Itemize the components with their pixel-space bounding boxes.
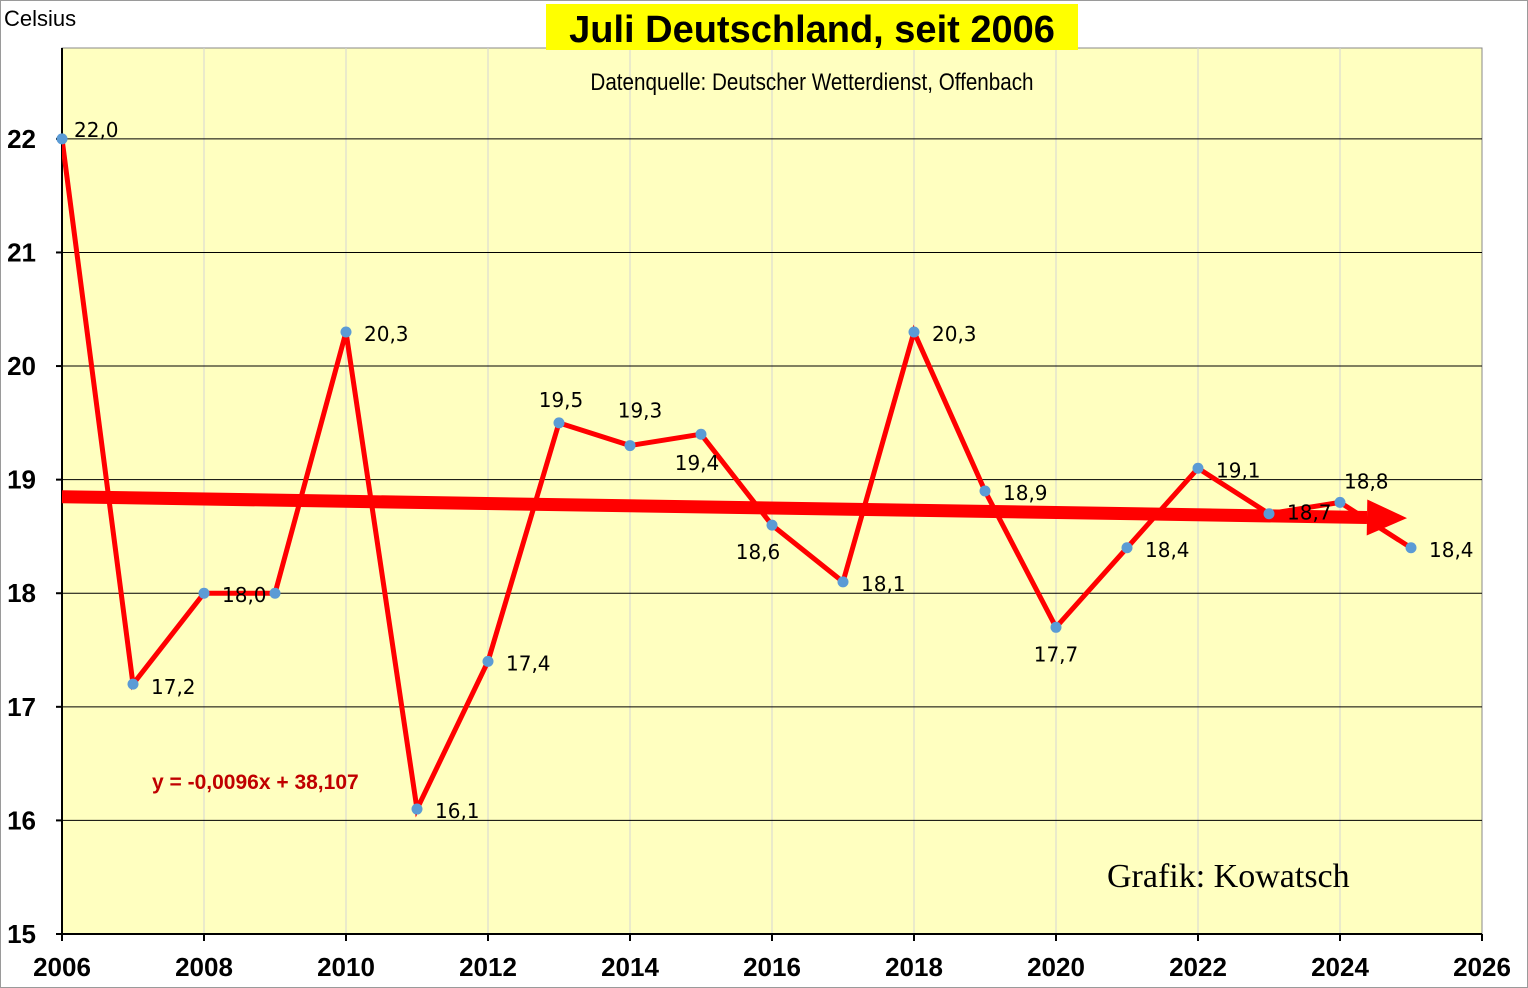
data-label: 19,5 (539, 388, 584, 412)
x-tick-label: 2006 (33, 952, 91, 982)
data-point (1405, 542, 1417, 554)
data-label: 16,1 (435, 799, 480, 823)
data-point (624, 440, 636, 452)
x-tick-label: 2018 (885, 952, 943, 982)
chart-title: Juli Deutschland, seit 2006 (569, 9, 1055, 51)
data-point (1192, 462, 1204, 474)
x-tick-label: 2016 (743, 952, 801, 982)
x-tick-label: 2008 (175, 952, 233, 982)
x-tick-label: 2020 (1027, 952, 1085, 982)
x-tick-label: 2026 (1453, 952, 1511, 982)
data-label: 18,4 (1429, 538, 1474, 562)
data-point (1050, 621, 1062, 633)
y-tick-label: 22 (7, 124, 36, 154)
x-tick-label: 2014 (601, 952, 659, 982)
data-point (553, 417, 565, 429)
data-point (269, 587, 281, 599)
y-tick-label: 16 (7, 805, 36, 835)
y-tick-label: 20 (7, 351, 36, 381)
data-label: 20,3 (932, 322, 977, 346)
x-tick-label: 2012 (459, 952, 517, 982)
data-label: 18,1 (861, 572, 906, 596)
trendline-equation: y = -0,0096x + 38,107 (152, 771, 359, 794)
data-label: 22,0 (74, 118, 119, 142)
data-point (56, 133, 68, 145)
trendline-shaft (61, 490, 1368, 524)
data-label: 19,4 (675, 451, 720, 475)
data-point (340, 326, 352, 338)
data-point (127, 678, 139, 690)
data-point (1121, 542, 1133, 554)
data-label: 18,6 (736, 540, 781, 564)
data-label: 18,9 (1003, 481, 1048, 505)
data-label: 19,3 (618, 399, 663, 423)
trendline-arrowhead (1366, 499, 1407, 536)
data-point (411, 803, 423, 815)
series-lines (62, 138, 1413, 818)
data-label: 18,8 (1344, 469, 1389, 493)
data-point (908, 326, 920, 338)
data-point (766, 519, 778, 531)
y-axis-label: Celsius (4, 6, 76, 31)
y-tick-label: 17 (7, 692, 36, 722)
x-tick-label: 2022 (1169, 952, 1227, 982)
credit-annotation: Grafik: Kowatsch (1107, 858, 1350, 895)
series-line (62, 138, 1413, 818)
data-point (482, 655, 494, 667)
data-label: 18,4 (1145, 538, 1190, 562)
y-tick-label: 19 (7, 465, 36, 495)
gridlines (62, 48, 1482, 934)
x-tick-label: 2024 (1311, 952, 1369, 982)
chart-subtitle: Datenquelle: Deutscher Wetterdienst, Off… (590, 69, 1033, 96)
title-highlight (546, 4, 1078, 50)
y-tick-label: 15 (7, 919, 36, 949)
data-label: 17,7 (1034, 642, 1079, 666)
x-tick-label: 2010 (317, 952, 375, 982)
data-point (837, 576, 849, 588)
data-label: 17,4 (506, 651, 551, 675)
data-labels: 22,0 17,2 18,0 20,3 16,1 17,4 19,5 19,3 19,4 18,6… (74, 118, 1474, 823)
data-label: 19,1 (1216, 458, 1261, 482)
data-point (695, 428, 707, 440)
x-tick-labels: 2006 2008 2010 2012 2014 2016 2018 2020 2022 2024… (33, 952, 1511, 982)
data-markers (56, 133, 1417, 815)
data-point (198, 587, 210, 599)
trendline (61, 490, 1407, 536)
data-label: 18,0 (222, 583, 267, 607)
data-label: 20,3 (364, 322, 409, 346)
y-tick-labels: 15 16 17 18 19 20 21 22 (7, 124, 36, 949)
data-label: 17,2 (151, 675, 196, 699)
data-point (1263, 508, 1275, 520)
data-point (979, 485, 991, 497)
data-point (1334, 496, 1346, 508)
y-tick-label: 18 (7, 578, 36, 608)
data-label: 18,7 (1287, 501, 1332, 525)
y-tick-label: 21 (7, 237, 36, 267)
